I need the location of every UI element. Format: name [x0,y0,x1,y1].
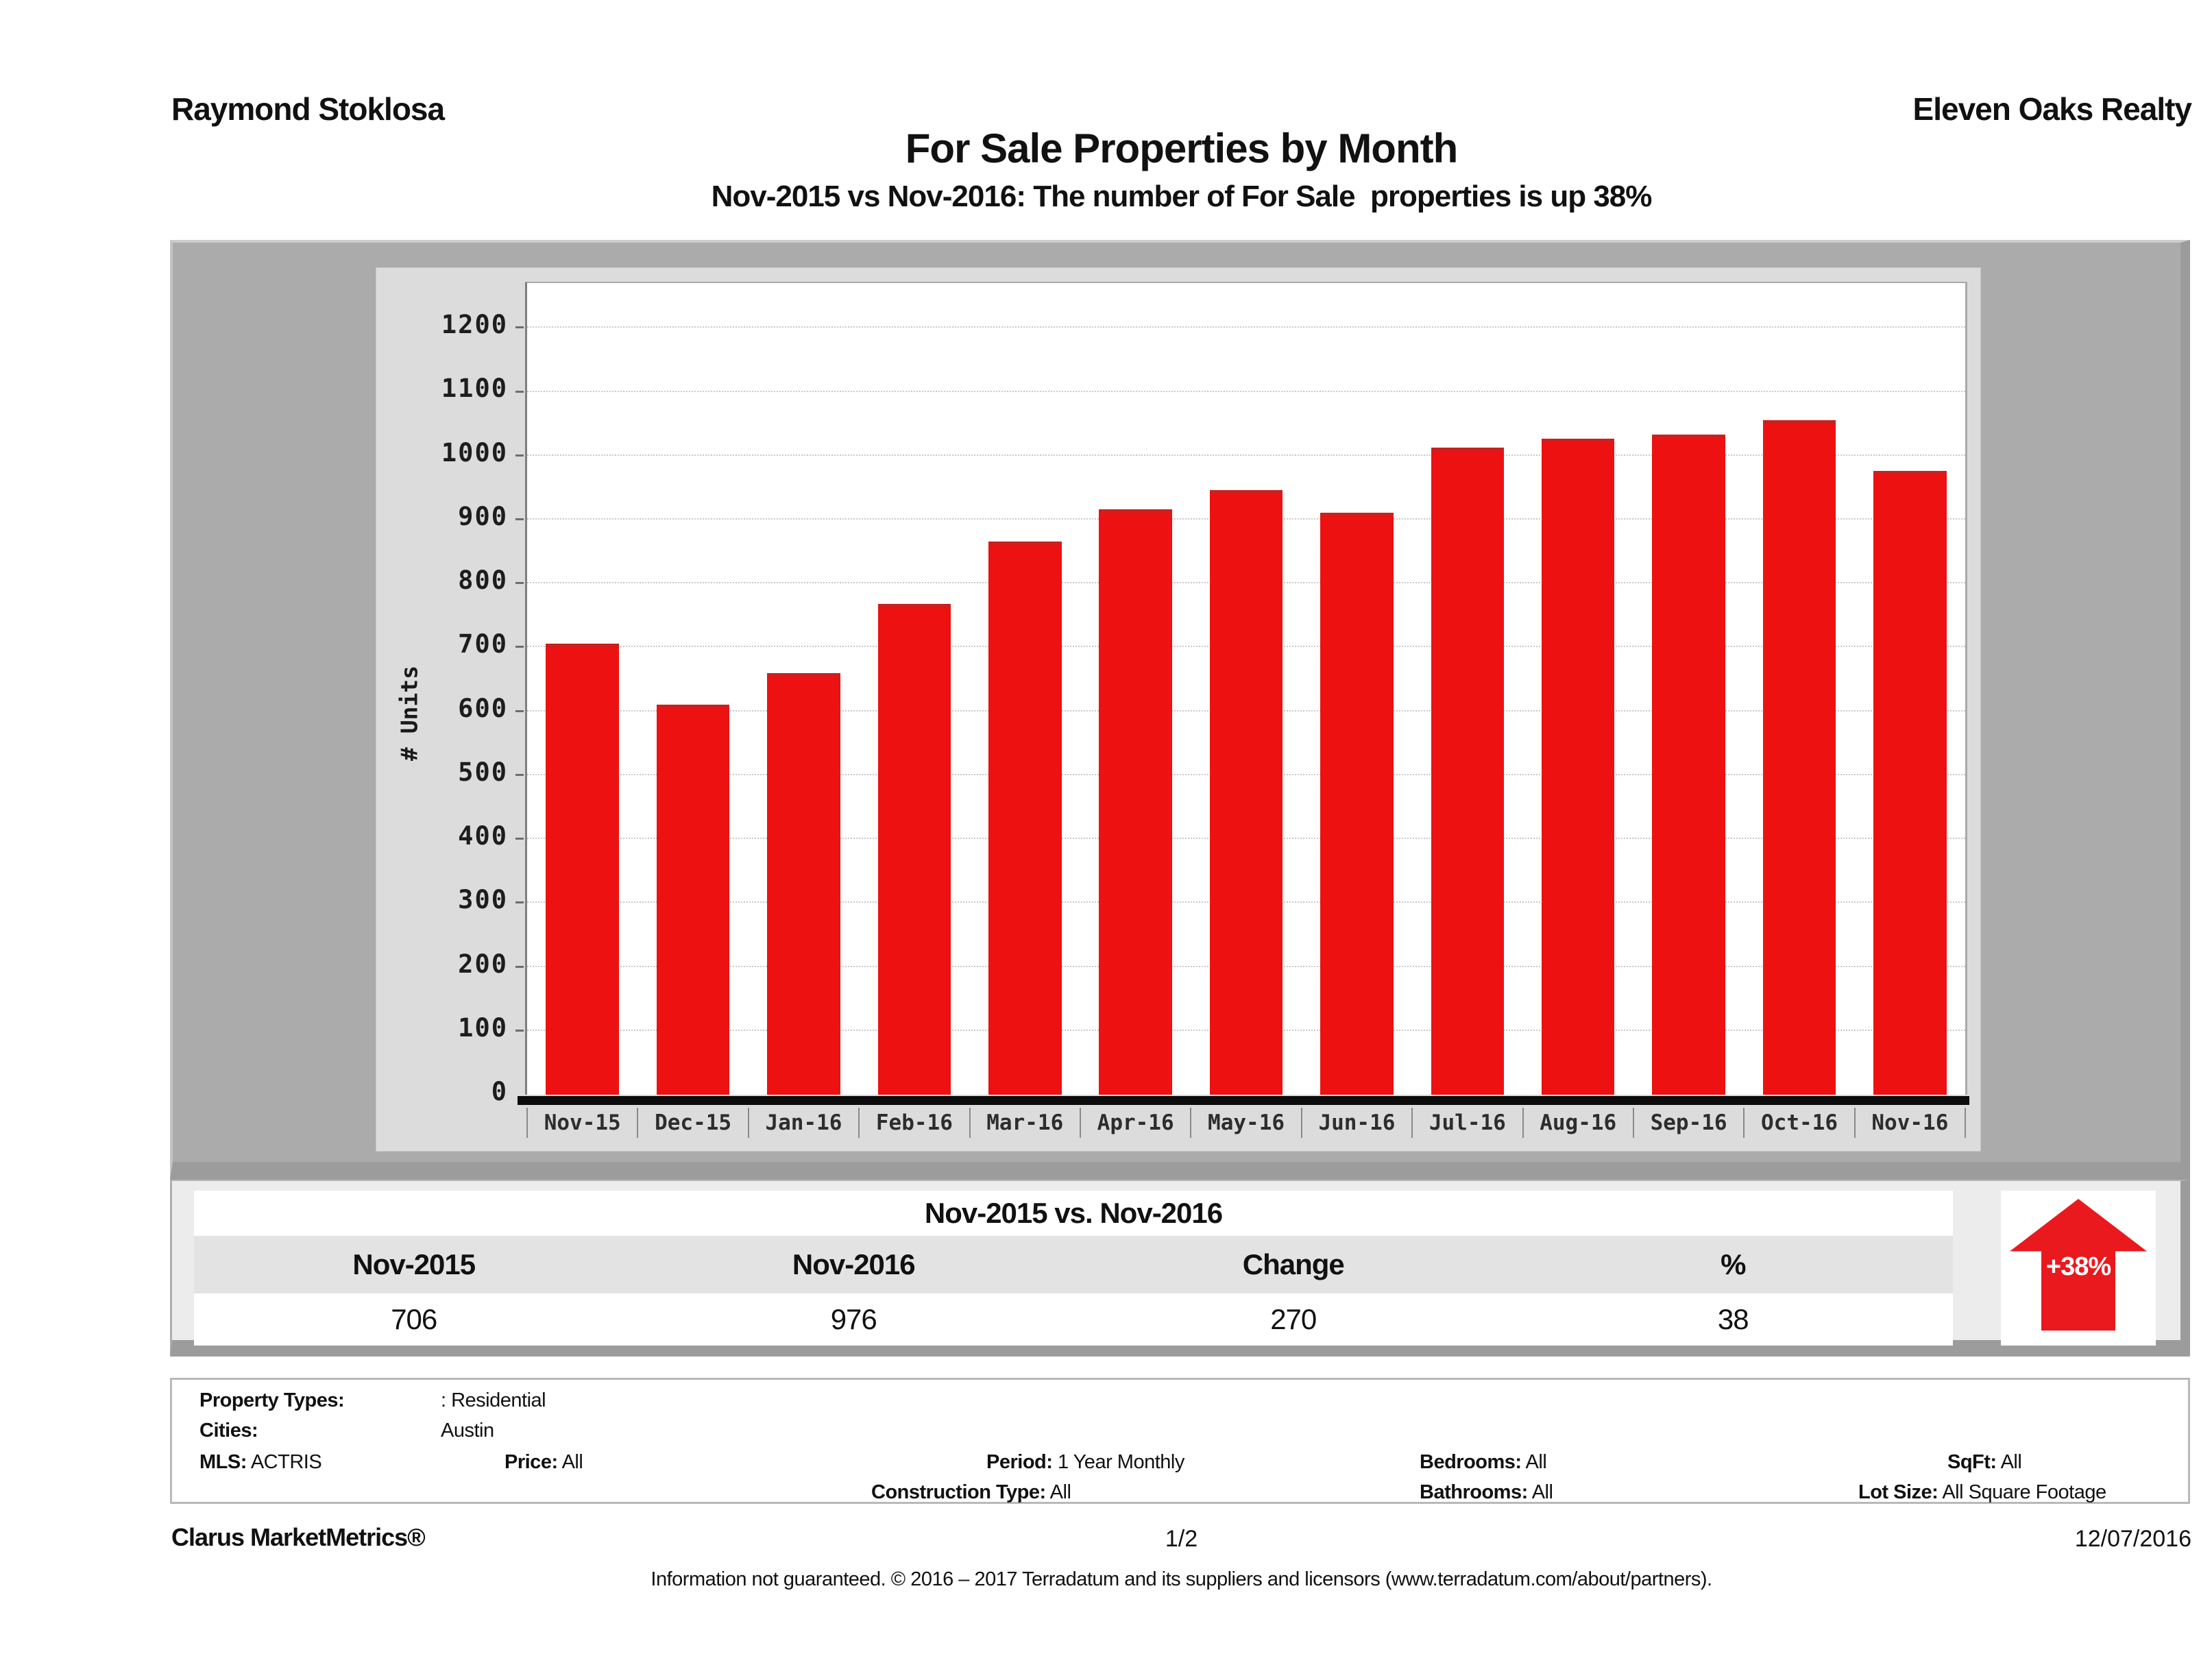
bar-slot [1412,283,1522,1095]
chart-panel: # Units 0 100 200 300 400 500 600 700 800 900 1000… [170,240,2190,1180]
filter-pair: SqFt: All [1947,1451,2022,1473]
comparison-table: Nov-2015 vs. Nov-2016 Nov-2015 Nov-2016 … [194,1191,1953,1346]
bar-Oct-16 [1762,420,1836,1095]
y-tick-label: 500 [458,757,508,787]
change-badge-box: +38% [2001,1191,2156,1346]
bar-slot [1633,283,1744,1095]
gridline-1000 [515,454,1965,457]
bar-slot [1523,283,1633,1095]
x-tick-label: Nov-15 [526,1105,637,1150]
column-header: Nov-2016 [792,1248,916,1280]
x-tick-label: Aug-16 [1522,1105,1633,1150]
bar-slot [1191,283,1301,1095]
filter-pair: Price: All [505,1451,583,1473]
x-tick-label: Sep-16 [1632,1105,1744,1150]
bar-slot [859,283,969,1095]
filter-pair: Bedrooms: All [1420,1451,1547,1473]
bar-Jul-16 [1431,447,1505,1095]
x-axis-line [518,1096,1969,1105]
column-header: % [1721,1248,1746,1280]
column-header: Nov-2015 [352,1248,476,1280]
bar-slot [1302,283,1412,1095]
bar-slot [1855,283,1965,1095]
y-tick-label: 400 [458,821,508,851]
chart-area: # Units 0 100 200 300 400 500 600 700 800 900 1000… [376,267,1981,1152]
y-tick-label: 100 [458,1012,508,1043]
bar-Jan-16 [767,672,840,1095]
bar-Aug-16 [1541,439,1615,1095]
page-title: For Sale Properties by Month [905,125,1458,171]
filter-pair: Period: 1 Year Monthly [986,1451,1184,1473]
change-badge: +38% [2045,1252,2111,1281]
table-cell: 706 [391,1303,437,1335]
comparison-panel: Nov-2015 vs. Nov-2016 Nov-2015 Nov-2016 … [170,1180,2190,1357]
bar-slot [970,283,1080,1095]
y-tick-label: 200 [458,949,508,979]
y-tick-label: 700 [458,629,508,659]
gridline-1100 [515,390,1965,393]
x-tick-label: Feb-16 [858,1105,969,1150]
x-tick-label: Jun-16 [1300,1105,1412,1150]
bar-May-16 [1209,490,1283,1095]
bar-slot [749,283,859,1095]
comparison-value-row: 706 976 270 38 [194,1293,1953,1346]
y-tick-label: 1100 [441,374,508,404]
bar-Apr-16 [1099,509,1172,1095]
bar-Jun-16 [1320,512,1394,1095]
filter-pair: Bathrooms: All [1420,1481,1553,1503]
company-name: Eleven Oaks Realty [1912,91,2192,127]
x-tick-label: Oct-16 [1743,1105,1854,1150]
filters-panel: Property Types: : Residential Cities: Au… [170,1378,2190,1504]
x-tick-label: Mar-16 [969,1105,1080,1150]
footer-date: 12/07/2016 [2074,1526,2191,1552]
y-tick-label: 1000 [441,437,508,467]
filter-label: Cities: [199,1420,258,1442]
comparison-title: Nov-2015 vs. Nov-2016 [194,1191,1953,1236]
bar-slot [527,283,637,1095]
filter-value: Austin [441,1420,494,1442]
x-tick-label: Apr-16 [1079,1105,1191,1150]
gridline-1200 [515,326,1965,329]
agent-name: Raymond Stoklosa [171,91,445,127]
x-tick-label: Nov-16 [1854,1105,1965,1150]
table-cell: 976 [830,1303,877,1335]
x-tick-label: Jan-16 [747,1105,859,1150]
bar-Mar-16 [988,541,1062,1095]
bar-Nov-16 [1873,471,1947,1095]
y-tick-label: 0 [491,1077,508,1106]
bar-slot [1080,283,1191,1095]
filter-pair: Construction Type: All [871,1481,1071,1503]
filter-value: : Residential [441,1389,546,1411]
footer-page-number: 1/2 [1165,1526,1198,1552]
bar-slot [637,283,748,1095]
filter-label: Property Types: [199,1389,345,1411]
footer-disclaimer: Information not guaranteed. © 2016 – 201… [651,1568,1712,1590]
bar-Sep-16 [1652,434,1725,1095]
filter-pair: Lot Size: All Square Footage [1858,1481,2106,1503]
table-cell: 38 [1717,1303,1749,1335]
x-tick-label: Dec-15 [637,1105,748,1150]
bar-series [527,283,1965,1095]
filter-pair: MLS: ACTRIS [199,1451,322,1473]
y-tick-label: 800 [458,566,508,596]
comparison-header-row: Nov-2015 Nov-2016 Change % [194,1236,1953,1293]
x-axis-tick-labels: Nov-15 Dec-15 Jan-16 Feb-16 Mar-16 Apr-16 May-… [526,1105,1966,1150]
x-tick-label: Jul-16 [1411,1105,1522,1150]
bar-Dec-15 [656,705,730,1095]
x-tick-label: May-16 [1190,1105,1301,1150]
plot-area: Nov-15 Dec-15 Jan-16 Feb-16 Mar-16 Apr-16 May-… [515,282,1969,1138]
page-subtitle: Nov-2015 vs Nov-2016: The number of For … [711,180,1653,213]
bar-slot [1744,283,1854,1095]
y-tick-label: 300 [458,885,508,915]
y-tick-label: 600 [458,693,508,723]
bar-Nov-15 [546,643,619,1095]
footer-brand: Clarus MarketMetrics® [171,1523,426,1551]
column-header: Change [1242,1248,1345,1280]
bar-Feb-16 [877,604,951,1095]
table-cell: 270 [1270,1303,1317,1335]
y-tick-label: 1200 [441,310,508,340]
y-tick-label: 900 [458,501,508,531]
up-arrow-icon: +38% [2010,1199,2147,1331]
